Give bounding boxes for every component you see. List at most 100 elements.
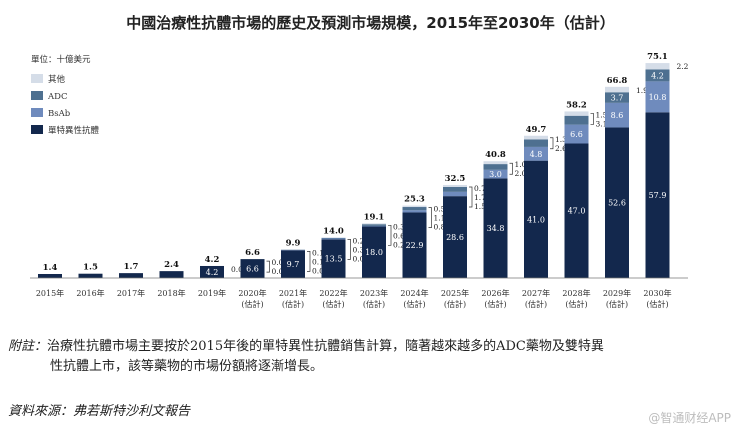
bar-segment-9-3	[402, 205, 427, 208]
side-label-7-1: 0.3	[353, 245, 365, 254]
bar-segment-0-0	[38, 273, 62, 278]
bar-13: 47.0 6.6 58.2 1.53.1	[564, 100, 608, 278]
segment-label-7-0: 13.5	[325, 255, 343, 264]
segment-label-12-1: 4.8	[530, 150, 543, 159]
side-bracket-6	[307, 251, 311, 272]
segment-label-14-0: 52.6	[608, 199, 626, 208]
segment-label-13-1: 6.6	[570, 130, 583, 139]
x-tick-label-12-1: (估計)	[525, 299, 547, 309]
bar-segment-7-0	[321, 239, 346, 278]
side-label-10-0: 0.7	[474, 184, 486, 193]
segment-label-4-0: 4.2	[206, 268, 219, 277]
side-bracket-9	[428, 207, 432, 228]
legend-swatch-2	[31, 108, 43, 117]
bar-segment-12-1	[524, 146, 548, 161]
bar-14: 52.6 8.6 3.7 66.8 1.9	[605, 76, 648, 278]
bar-segment-10-0	[443, 196, 467, 278]
bar-2: 1.7	[119, 262, 143, 278]
x-tick-label-8-1: (估計)	[363, 299, 385, 309]
bar-segment-15-0	[645, 112, 670, 279]
x-tick-label-2-0: 2017年	[117, 288, 145, 298]
legend-swatch-0	[31, 74, 43, 83]
bar-segment-8-1	[362, 225, 386, 227]
bar-9: 22.9 25.3 0.51.10.8	[402, 195, 446, 278]
bar-segment-8-0	[362, 226, 386, 278]
bar-segment-10-2	[443, 186, 467, 192]
bar-segment-6-0	[281, 250, 305, 278]
bar-segment-3-0	[159, 271, 184, 278]
bar-segment-7-3	[321, 237, 346, 238]
chart-legend: 其他 ADC BsAb 單特異性抗體	[31, 74, 100, 136]
bar-5: 6.6 6.6 0.00.0	[240, 248, 284, 278]
side-label-7-0: 0.2	[353, 236, 365, 245]
bar-8: 18.0 19.1 0.30.60.2	[362, 212, 405, 278]
bar-segment-14-3	[605, 86, 629, 93]
footnote-line-2: 性抗體上市，該等藥物的市場份額將逐漸增長。	[50, 359, 324, 374]
legend-swatch-1	[31, 91, 43, 100]
bar-segment-14-0	[605, 127, 629, 278]
total-label-4: 4.2	[205, 255, 220, 265]
total-label-15: 75.1	[647, 52, 668, 62]
bar-segment-13-3	[564, 111, 589, 116]
side-label-6-1: 0.1	[312, 257, 324, 266]
total-label-6: 9.9	[286, 238, 301, 248]
legend-label-1: ADC	[47, 92, 67, 102]
bar-segment-12-2	[524, 139, 548, 147]
side-bracket-11	[509, 162, 513, 175]
x-tick-label-5-0: 2020年	[238, 288, 266, 298]
bar-segment-1-0	[78, 273, 103, 278]
bar-3: 2.4	[159, 260, 184, 278]
total-label-7: 14.0	[323, 226, 344, 236]
bar-segment-15-3	[645, 63, 670, 70]
side-label-9-0: 0.5	[434, 205, 446, 214]
bar-segment-9-2	[402, 207, 427, 211]
bar-segment-5-0	[240, 259, 265, 278]
side-label-10-2: 1.5	[474, 202, 486, 211]
bar-segment-12-3	[524, 135, 548, 140]
total-label-8: 19.1	[364, 212, 385, 222]
side-label-9-2: 0.8	[434, 223, 446, 232]
total-label-5: 6.6	[245, 248, 260, 258]
bar-segment-7-1	[321, 238, 346, 240]
bar-4: 4.2 4.2 0.0	[200, 255, 243, 278]
bar-segment-14-1	[605, 102, 629, 128]
bar-segment-9-1	[402, 210, 427, 213]
source-note: 資料來源：弗若斯特沙利文報告	[8, 404, 191, 419]
x-tick-label-6-1: (估計)	[282, 299, 304, 309]
segment-label-15-1: 10.8	[649, 93, 667, 102]
x-tick-label-14-1: (估計)	[606, 299, 628, 309]
side-label-5-0: 0.0	[272, 258, 284, 267]
x-tick-label-13-1: (估計)	[565, 299, 587, 309]
legend-label-3: 單特異性抗體	[48, 125, 100, 136]
segment-label-15-0: 57.9	[649, 191, 667, 200]
total-label-10: 32.5	[445, 174, 466, 184]
total-label-14: 66.8	[607, 76, 628, 86]
x-tick-label-10-0: 2025年	[441, 288, 469, 298]
side-bracket-13	[590, 113, 594, 125]
bar-segment-2-0	[119, 273, 143, 278]
watermark: @智通财经APP	[648, 411, 731, 425]
bar-segment-9-0	[402, 212, 427, 278]
unit-label: 單位：十億美元	[31, 54, 91, 65]
x-tick-label-6-0: 2021年	[279, 288, 307, 298]
x-tick-label-7-0: 2022年	[319, 288, 347, 298]
segment-label-11-1: 3.0	[489, 170, 502, 179]
bar-segment-8-2	[362, 224, 386, 226]
bar-segment-10-3	[443, 184, 467, 187]
side-label-13-0: 1.5	[596, 110, 608, 119]
side-label-12-0: 1.3	[555, 135, 567, 144]
segment-label-12-0: 41.0	[527, 215, 545, 224]
x-tick-label-9-1: (估計)	[403, 299, 425, 309]
bar-7: 13.5 14.0 0.20.30.0	[321, 226, 365, 278]
bar-0: 1.4	[38, 263, 62, 278]
bar-segment-8-3	[362, 223, 386, 225]
x-tick-label-7-1: (估計)	[322, 299, 344, 309]
bar-segment-13-2	[564, 115, 589, 125]
side-bracket-12	[550, 137, 554, 150]
x-tick-label-5-1: (估計)	[241, 299, 263, 309]
side-label-11-0: 1.0	[515, 160, 527, 169]
side-bracket-5	[266, 260, 270, 273]
segment-label-15-2: 4.2	[651, 71, 664, 80]
total-label-3: 2.4	[164, 260, 179, 270]
